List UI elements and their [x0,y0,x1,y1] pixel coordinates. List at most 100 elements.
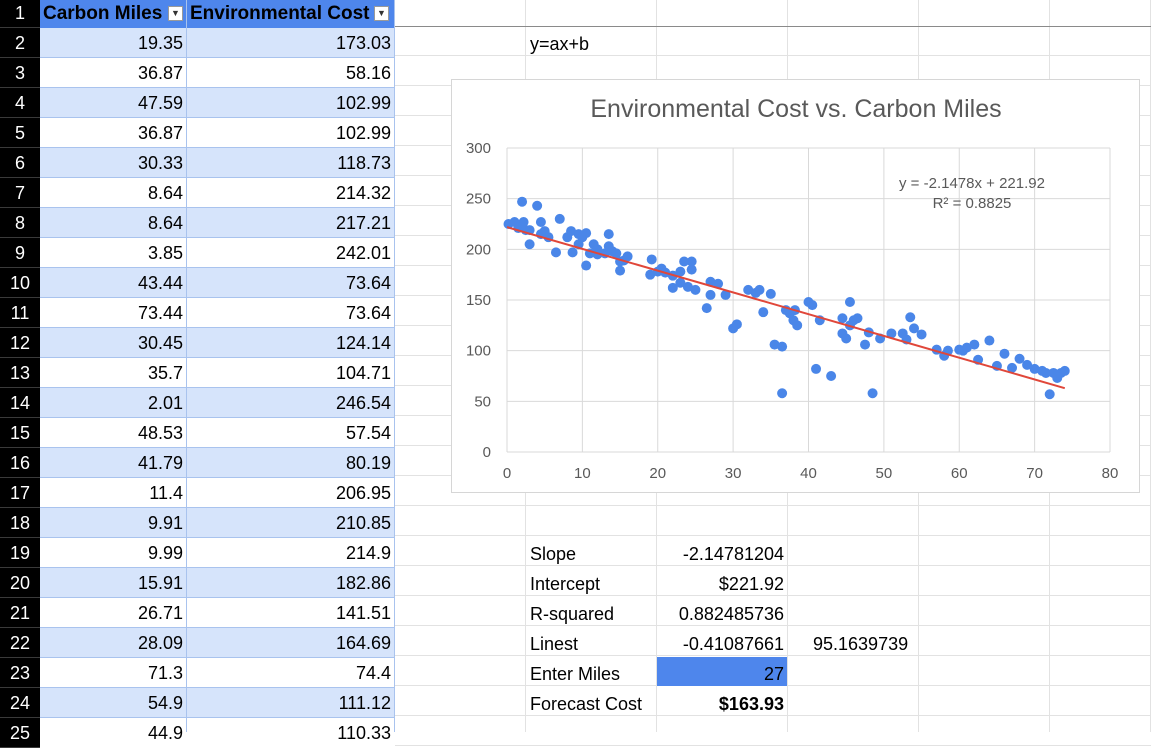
forecast-cost-label[interactable]: Forecast Cost [530,694,643,714]
rsq-value[interactable]: 0.882485736 [678,604,784,624]
linest-label[interactable]: Linest [530,634,579,654]
cell-carbon-miles[interactable]: 43.44 [137,273,183,293]
rsq-label[interactable]: R-squared [530,604,615,624]
row-header[interactable]: 7 [0,178,40,208]
cell-carbon-miles[interactable]: 48.53 [137,423,183,443]
cell-environmental-cost[interactable]: 164.69 [335,633,391,653]
formula-note[interactable]: y=ax+b [530,34,590,54]
y-tick-label: 0 [483,444,491,461]
enter-miles-label[interactable]: Enter Miles [530,664,621,684]
linest-value-1[interactable]: -0.41087661 [682,634,784,654]
cell-carbon-miles[interactable]: 28.09 [137,633,183,653]
cell-carbon-miles[interactable]: 54.9 [147,693,183,713]
cell-environmental-cost[interactable]: 214.9 [345,543,391,563]
cell-environmental-cost[interactable]: 102.99 [335,93,391,113]
row-header[interactable]: 19 [0,538,40,568]
row-header[interactable]: 10 [0,268,40,298]
row-header[interactable]: 4 [0,88,40,118]
data-point [984,335,995,346]
cell-carbon-miles[interactable]: 15.91 [137,573,183,593]
row-header[interactable]: 13 [0,358,40,388]
row-header[interactable]: 20 [0,568,40,598]
linest-value-2[interactable]: 95.1639739 [813,634,909,654]
cell-carbon-miles[interactable]: 35.7 [147,363,183,383]
cell-environmental-cost[interactable]: 118.73 [337,153,391,173]
cell-environmental-cost[interactable]: 206.95 [335,483,391,503]
row-header[interactable]: 1 [0,0,40,28]
cell-environmental-cost[interactable]: 80.19 [345,453,391,473]
cell-environmental-cost[interactable]: 73.64 [345,303,391,323]
cell-carbon-miles[interactable]: 3.85 [147,243,183,263]
cell-environmental-cost[interactable]: 73.64 [345,273,391,293]
cell-carbon-miles[interactable]: 71.3 [147,663,183,683]
cell-carbon-miles[interactable]: 11.4 [149,483,183,503]
cell-environmental-cost[interactable]: 110.33 [337,723,391,743]
cell-environmental-cost[interactable]: 102.99 [335,123,391,143]
slope-value[interactable]: -2.14781204 [682,544,784,564]
header-environmental-cost[interactable]: Environmental Cost ▼ [187,0,394,28]
row-header[interactable]: 16 [0,448,40,478]
cell-carbon-miles[interactable]: 9.99 [147,543,183,563]
cell-carbon-miles[interactable]: 36.87 [137,63,183,83]
cell-carbon-miles[interactable]: 26.71 [137,603,183,623]
cell-carbon-miles[interactable]: 8.64 [147,213,183,233]
row-header[interactable]: 21 [0,598,40,628]
intercept-label[interactable]: Intercept [530,574,601,594]
row-header[interactable]: 17 [0,478,40,508]
filter-dropdown-icon[interactable]: ▼ [374,6,389,21]
cell-carbon-miles[interactable]: 2.01 [147,393,183,413]
cell-environmental-cost[interactable]: 141.51 [335,603,391,623]
cell-environmental-cost[interactable]: 104.71 [335,363,391,383]
header-carbon-miles[interactable]: Carbon Miles ▼ [40,0,186,28]
cell-environmental-cost[interactable]: 74.4 [355,663,391,683]
row-header[interactable]: 3 [0,58,40,88]
cell-environmental-cost[interactable]: 182.86 [335,573,391,593]
row-header[interactable]: 24 [0,688,40,718]
cell-carbon-miles[interactable]: 30.45 [137,333,183,353]
cell-carbon-miles[interactable]: 73.44 [137,303,183,323]
cell-environmental-cost[interactable]: 214.32 [335,183,391,203]
cell-environmental-cost[interactable]: 217.21 [335,213,391,233]
cell-carbon-miles[interactable]: 19.35 [137,33,183,53]
row-header[interactable]: 11 [0,298,40,328]
x-tick-label: 0 [503,465,511,482]
cell-environmental-cost[interactable]: 111.12 [338,693,391,713]
filter-dropdown-icon[interactable]: ▼ [168,6,183,21]
forecast-cost-value[interactable]: $163.93 [718,694,784,714]
row-header[interactable]: 2 [0,28,40,58]
cell-environmental-cost[interactable]: 173.03 [335,33,391,53]
table-row [40,688,395,718]
row-header[interactable]: 14 [0,388,40,418]
row-header[interactable]: 5 [0,118,40,148]
row-header[interactable]: 23 [0,658,40,688]
row-header[interactable]: 9 [0,238,40,268]
cell-carbon-miles[interactable]: 41.79 [137,453,183,473]
table-row [40,58,395,88]
cell-environmental-cost[interactable]: 242.01 [335,243,391,263]
cell-carbon-miles[interactable]: 44.9 [147,723,183,743]
row-header[interactable]: 6 [0,148,40,178]
row-header[interactable]: 8 [0,208,40,238]
row-header[interactable]: 15 [0,418,40,448]
cell-carbon-miles[interactable]: 8.64 [147,183,183,203]
y-tick-label: 100 [466,343,491,360]
cell-carbon-miles[interactable]: 9.91 [147,513,183,533]
row-header[interactable]: 18 [0,508,40,538]
row-header[interactable]: 12 [0,328,40,358]
data-point [686,256,697,267]
row-header[interactable]: 25 [0,718,40,748]
cell-carbon-miles[interactable]: 36.87 [137,123,183,143]
scatter-chart[interactable]: Environmental Cost vs. Carbon Miles 0 10 2… [451,79,1140,493]
slope-label[interactable]: Slope [530,544,577,564]
intercept-value[interactable]: $221.92 [718,574,784,594]
cell-environmental-cost[interactable]: 124.14 [335,333,391,353]
enter-miles-input[interactable]: 27 [763,664,784,684]
cell-carbon-miles[interactable]: 30.33 [137,153,183,173]
cell-carbon-miles[interactable]: 47.59 [137,93,183,113]
column-divider-b [394,0,395,732]
cell-environmental-cost[interactable]: 246.54 [335,393,391,413]
row-header[interactable]: 22 [0,628,40,658]
cell-environmental-cost[interactable]: 58.16 [345,63,391,83]
cell-environmental-cost[interactable]: 210.85 [335,513,391,533]
cell-environmental-cost[interactable]: 57.54 [345,423,391,443]
